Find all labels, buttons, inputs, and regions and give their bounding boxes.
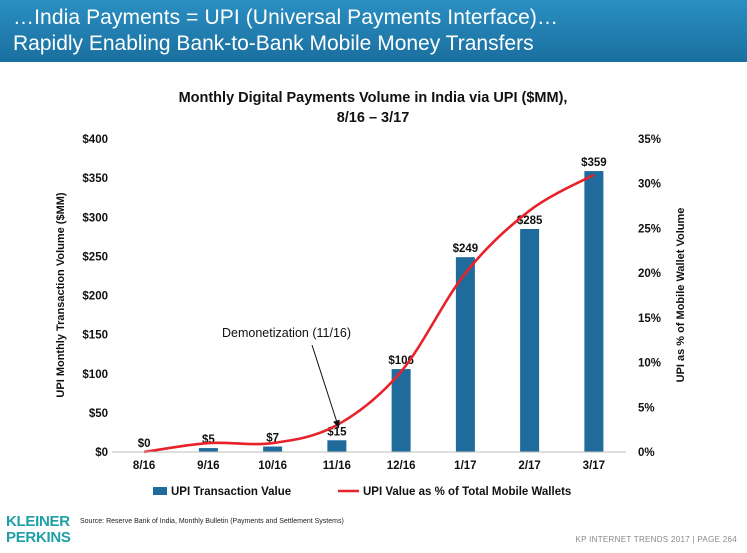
y-tick-label: $150	[82, 330, 108, 342]
x-tick-label: 10/16	[258, 460, 287, 472]
header-title-line1: …India Payments = UPI (Universal Payment…	[13, 6, 559, 29]
bar-value-labels: $0 $5 $7$15$106$249$285$359	[138, 157, 607, 450]
y2-axis-label: UPI as % of Mobile Wallet Volume	[675, 208, 687, 383]
legend-bar-swatch	[153, 487, 167, 495]
annotation: Demonetization (11/16)	[222, 326, 351, 429]
x-tick-label: 1/17	[454, 460, 476, 472]
source-note: Source: Reserve Bank of India, Monthly B…	[80, 518, 344, 525]
y-tick-label: $400	[82, 134, 108, 146]
y2-tick-label: 35%	[638, 134, 661, 146]
annotation-text: Demonetization (11/16)	[222, 326, 351, 340]
y-tick-label: $300	[82, 212, 108, 224]
slide-header: …India Payments = UPI (Universal Payment…	[0, 0, 747, 62]
y-tick-label: $50	[89, 408, 108, 420]
line-series	[143, 173, 595, 454]
y-tick-label: $100	[82, 369, 108, 381]
y2-tick-label: 0%	[638, 447, 655, 459]
y2-tick-label: 15%	[638, 313, 661, 325]
bar-value-label: $0	[138, 438, 151, 450]
bar	[584, 171, 604, 452]
y-tick-label: $350	[82, 173, 108, 185]
page-reference: KP INTERNET TRENDS 2017 | PAGE 264	[575, 535, 737, 544]
y2-axis-ticks: 0% 5% 10% 15% 20% 25% 30% 35%	[638, 134, 661, 459]
legend-bar-label: UPI Transaction Value	[171, 486, 291, 498]
annotation-arrowhead	[333, 419, 340, 429]
legend-line-label: UPI Value as % of Total Mobile Wallets	[363, 486, 571, 498]
chart-title: Monthly Digital Payments Volume in India…	[179, 90, 568, 106]
x-tick-label: 9/16	[197, 460, 219, 472]
bar	[391, 369, 411, 452]
y-axis-ticks: $0 $50 $100 $150 $200 $250 $300 $350 $400	[82, 134, 108, 459]
y2-tick-label: 20%	[638, 268, 661, 280]
y-tick-label: $0	[95, 447, 108, 459]
y2-tick-label: 10%	[638, 358, 661, 370]
bar-value-label: $285	[517, 215, 543, 227]
chart-container: Monthly Digital Payments Volume in India…	[0, 62, 747, 512]
chart-subtitle: 8/16 – 3/17	[337, 110, 410, 126]
y-tick-label: $250	[82, 251, 108, 263]
bar	[455, 257, 475, 452]
bar	[198, 448, 218, 452]
y2-tick-label: 30%	[638, 179, 661, 191]
y-tick-label: $200	[82, 291, 108, 303]
x-tick-label: 3/17	[583, 460, 605, 472]
x-tick-label: 8/16	[133, 460, 155, 472]
bar	[520, 228, 540, 452]
legend: UPI Transaction Value UPI Value as % of …	[153, 486, 571, 498]
x-tick-label: 12/16	[387, 460, 416, 472]
x-axis-ticks: 8/16 9/16 10/16 11/16 12/16 1/17 2/17 3/17	[133, 460, 605, 472]
upi-chart: Monthly Digital Payments Volume in India…	[55, 90, 687, 498]
kleiner-perkins-logo: KLEINER PERKINS	[6, 513, 71, 546]
bar-value-label: $249	[453, 243, 479, 255]
annotation-arrow	[311, 344, 340, 429]
y-axis-label: UPI Monthly Transaction Volume ($MM)	[55, 192, 67, 397]
y2-tick-label: 25%	[638, 223, 661, 235]
bar-value-label: $359	[581, 157, 607, 169]
x-tick-label: 11/16	[323, 460, 351, 472]
bar	[327, 440, 347, 452]
bar-value-label: $15	[327, 426, 347, 438]
x-tick-label: 2/17	[518, 460, 540, 472]
bar	[263, 446, 283, 452]
bar-series	[198, 171, 604, 452]
y2-tick-label: 5%	[638, 402, 655, 414]
header-title-line2: Rapidly Enabling Bank-to-Bank Mobile Mon…	[13, 32, 534, 55]
